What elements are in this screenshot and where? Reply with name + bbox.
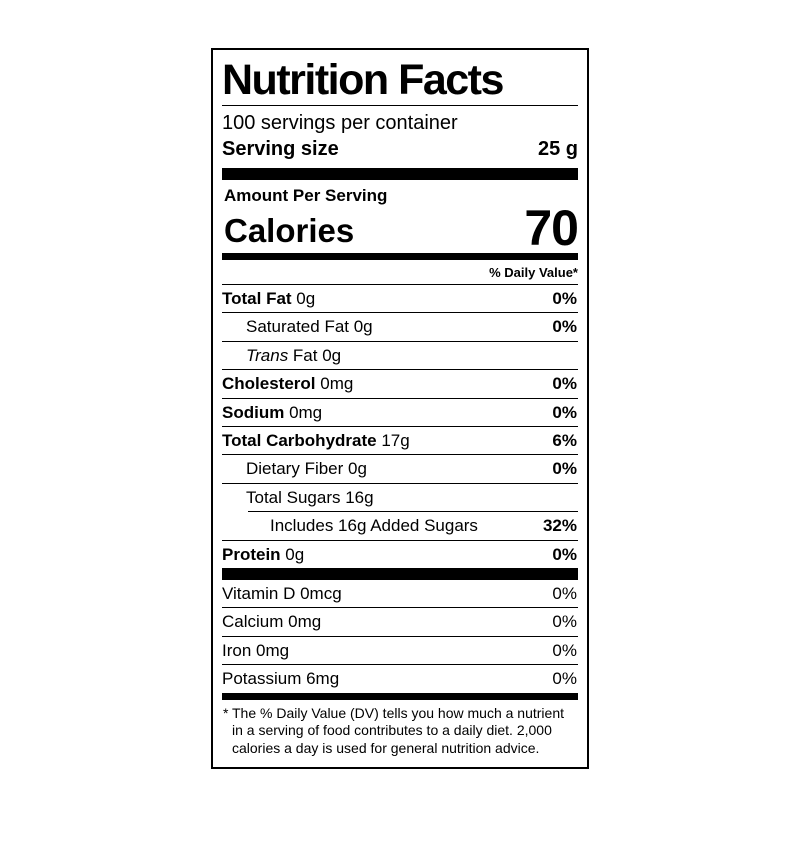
vitamin-row-iron: Iron 0mg 0% bbox=[222, 637, 578, 666]
footnote-text: The % Daily Value (DV) tells you how muc… bbox=[232, 704, 564, 756]
nutrient-rows: Total Fat 0g 0% Saturated Fat 0g 0% Tran… bbox=[222, 285, 578, 568]
vitamin-row-calcium: Calcium 0mg 0% bbox=[222, 608, 578, 637]
servings-per-container: 100 servings per container bbox=[222, 112, 458, 135]
daily-value-header: % Daily Value* bbox=[222, 260, 578, 286]
percent-value: 0% bbox=[552, 317, 577, 337]
calories-value: 70 bbox=[524, 199, 579, 256]
nutrient-row-total-sugars: Total Sugars 16g bbox=[246, 487, 374, 507]
percent-value: 0% bbox=[552, 612, 577, 632]
vitamin-row-vitamin-d: Vitamin D 0mcg 0% bbox=[222, 580, 578, 609]
amount-per-serving-label: Amount Per Serving bbox=[224, 186, 388, 206]
nutrient-row-total-fat: Total Fat 0g 0% bbox=[222, 285, 578, 314]
page-background: { "colors": { "text": "#000000", "backgr… bbox=[0, 48, 800, 848]
percent-value: 0% bbox=[552, 640, 577, 660]
percent-value: 32% bbox=[542, 516, 577, 536]
label-title: Nutrition Facts bbox=[222, 54, 578, 107]
percent-value: 0% bbox=[552, 459, 577, 479]
nutrient-row-trans-fat: Trans Fat 0g bbox=[222, 342, 578, 371]
percent-value: 6% bbox=[552, 431, 577, 450]
vitamin-row-potassium: Potassium 6mg 0% bbox=[222, 669, 577, 689]
footnote: * The % Daily Value (DV) tells you how m… bbox=[222, 700, 578, 760]
thick-divider-top bbox=[222, 168, 578, 181]
footnote-asterisk: * bbox=[223, 704, 229, 721]
medium-divider-footnote bbox=[222, 692, 578, 700]
percent-value: 0% bbox=[552, 402, 577, 422]
nutrient-row-sodium: Sodium 0mg 0% bbox=[222, 399, 578, 427]
serving-size-value: 25 g bbox=[537, 138, 578, 161]
percent-value: 0% bbox=[552, 669, 577, 689]
indented-divider bbox=[248, 511, 578, 513]
percent-value: 0% bbox=[552, 544, 577, 564]
serving-size-row: Serving size 25 g bbox=[222, 136, 578, 168]
nutrient-row-saturated-fat: Saturated Fat 0g 0% bbox=[222, 313, 578, 342]
nutrient-row-dietary-fiber: Dietary Fiber 0g 0% bbox=[222, 455, 578, 484]
nutrition-facts-label: Nutrition Facts 100 servings per contain… bbox=[211, 48, 589, 770]
percent-value: 0% bbox=[552, 289, 577, 309]
serving-size-label: Serving size bbox=[222, 138, 339, 161]
vitamin-rows: Vitamin D 0mcg 0% Calcium 0mg 0% Iron 0m… bbox=[222, 580, 578, 693]
percent-value: 0% bbox=[552, 374, 577, 394]
thick-divider-bottom bbox=[222, 567, 578, 580]
nutrient-row-added-sugars: Includes 16g Added Sugars 32% bbox=[222, 512, 578, 541]
nutrient-row-cholesterol: Cholesterol 0mg 0% bbox=[222, 370, 578, 399]
nutrient-row-total-carbohydrate: Total Carbohydrate 17g 6% bbox=[222, 427, 578, 456]
calories-label: Calories bbox=[224, 212, 355, 250]
calories-row: Calories 70 bbox=[222, 199, 579, 256]
medium-divider-calories bbox=[222, 253, 578, 261]
nutrient-row-protein: Protein 0g 0% bbox=[222, 544, 577, 564]
percent-value: 0% bbox=[552, 583, 577, 603]
